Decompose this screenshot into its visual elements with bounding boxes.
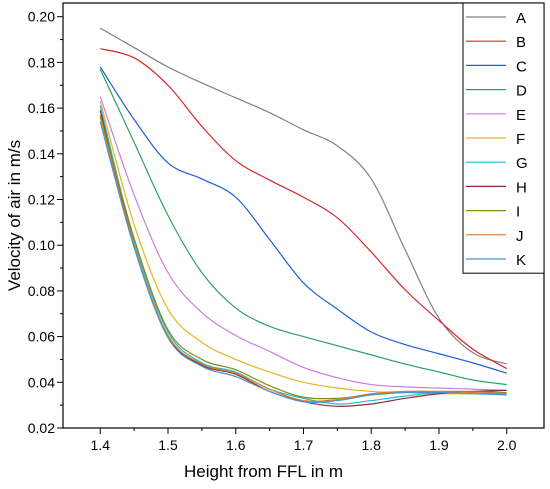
x-tick-label: 1.4 xyxy=(91,437,111,453)
legend-label: J xyxy=(516,228,524,245)
x-axis-ticks: 1.4 1.5 1.6 1.7 1.8 1.9 2.0 xyxy=(91,428,517,453)
y-tick-label: 0.08 xyxy=(28,283,55,299)
legend-label: G xyxy=(516,155,528,172)
y-tick-label: 0.10 xyxy=(28,237,55,253)
x-tick-label: 1.9 xyxy=(429,437,449,453)
series-line-c xyxy=(99,66,507,374)
legend-label: C xyxy=(516,58,527,75)
x-tick-label: 1.5 xyxy=(158,437,178,453)
y-tick-label: 0.02 xyxy=(28,420,55,436)
legend-label: A xyxy=(516,10,526,27)
y-axis-title: Velocity of air in m/s xyxy=(5,140,24,291)
series-line-e xyxy=(99,96,507,391)
x-axis-title: Height from FFL in m xyxy=(184,462,343,481)
y-tick-label: 0.04 xyxy=(28,374,55,390)
x-tick-label: 1.7 xyxy=(294,437,314,453)
x-tick-label: 2.0 xyxy=(497,437,517,453)
legend-label: D xyxy=(516,83,527,100)
series-line-d xyxy=(99,69,507,386)
y-tick-label: 0.14 xyxy=(28,146,55,162)
y-axis-ticks: 0.02 0.04 0.06 0.08 0.10 0.12 0.14 0.16 0.18 0.20 xyxy=(28,9,63,436)
legend-label: F xyxy=(516,131,525,148)
legend-label: K xyxy=(516,252,526,269)
series-line-b xyxy=(100,48,508,370)
legend-label: I xyxy=(516,204,520,221)
y-tick-label: 0.06 xyxy=(28,329,55,345)
y-tick-label: 0.12 xyxy=(28,192,55,208)
legend-label: E xyxy=(516,107,526,124)
x-tick-label: 1.8 xyxy=(362,437,382,453)
series-line-g xyxy=(99,105,507,405)
series-line-k xyxy=(99,121,507,403)
series-line-f xyxy=(99,101,507,395)
x-tick-label: 1.6 xyxy=(226,437,246,453)
series-line-a xyxy=(99,27,507,365)
legend-label: B xyxy=(516,34,526,51)
legend-label: H xyxy=(516,179,527,196)
y-tick-label: 0.16 xyxy=(28,100,55,116)
series-lines xyxy=(99,27,508,407)
y-tick-label: 0.20 xyxy=(28,9,55,25)
y-tick-label: 0.18 xyxy=(28,54,55,70)
